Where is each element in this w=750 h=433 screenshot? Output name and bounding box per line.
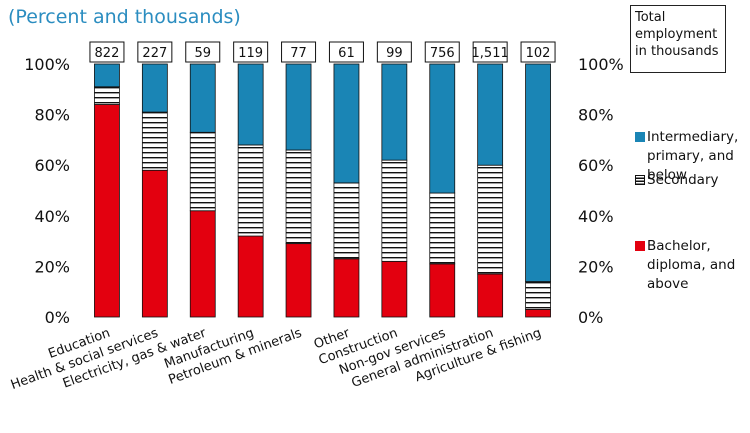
bar-secondary-9 (477, 164, 504, 275)
legend-item-intermediary: Intermediary, primary, and below (635, 128, 747, 185)
bar-secondary-3 (189, 131, 216, 212)
secondary-swatch (635, 175, 645, 185)
total-box-3 (185, 41, 221, 63)
bar-secondary-10 (525, 281, 551, 310)
total-box-6 (328, 41, 364, 63)
total-box-9 (472, 41, 508, 63)
bar-intermediary-7 (381, 63, 408, 161)
bar-intermediary-2 (141, 63, 168, 113)
bar-secondary-2 (141, 111, 168, 171)
total-label-6: 61 (338, 46, 355, 61)
total-label-7: 99 (386, 46, 403, 61)
y-tick-right-60%: 60% (578, 156, 614, 175)
bar-bachelor-4 (237, 235, 264, 318)
legend-label-bachelor: Bachelor, diploma, and above (647, 238, 736, 292)
bar-secondary-1 (94, 86, 120, 105)
total-employment-legend-box: Total employment in thousands (630, 5, 726, 73)
bar-bachelor-6 (333, 258, 360, 318)
bar-bachelor-5 (285, 243, 312, 318)
total-box-10 (520, 41, 556, 63)
bar-intermediary-6 (333, 63, 360, 184)
bar-bachelor-3 (189, 210, 216, 318)
bar-bachelor-1 (94, 104, 120, 318)
bar-intermediary-3 (189, 63, 216, 133)
total-box-1 (89, 41, 125, 63)
total-label-5: 77 (290, 46, 307, 61)
y-tick-right-80%: 80% (578, 106, 614, 125)
legend-item-bachelor: Bachelor, diploma, and above (635, 237, 747, 294)
y-tick-left-20%: 20% (34, 257, 70, 276)
total-label-9: 1,511 (472, 46, 509, 61)
bar-intermediary-9 (477, 63, 504, 166)
y-tick-left-0%: 0% (45, 308, 70, 327)
y-tick-right-0%: 0% (578, 308, 603, 327)
bar-intermediary-8 (429, 63, 456, 194)
legend-label-intermediary: Intermediary, primary, and below (647, 129, 739, 183)
total-box-2 (137, 41, 173, 63)
total-box-8 (424, 41, 460, 63)
chart-subtitle: (Percent and thousands) (8, 6, 241, 28)
total-label-8: 756 (430, 46, 455, 61)
bar-secondary-6 (333, 182, 360, 260)
bar-secondary-5 (285, 149, 312, 245)
bar-bachelor-2 (141, 169, 168, 318)
y-tick-right-40%: 40% (578, 207, 614, 226)
y-tick-right-100%: 100% (578, 55, 624, 74)
y-tick-left-40%: 40% (34, 207, 70, 226)
bar-intermediary-4 (237, 63, 264, 146)
y-tick-left-60%: 60% (34, 156, 70, 175)
bachelor-swatch (635, 241, 645, 251)
total-label-1: 822 (95, 46, 120, 61)
y-tick-right-20%: 20% (578, 257, 614, 276)
bar-secondary-4 (237, 144, 264, 237)
bar-intermediary-1 (94, 63, 120, 88)
legend-label-secondary: Secondary (647, 172, 719, 188)
y-tick-left-80%: 80% (34, 106, 70, 125)
total-box-5 (281, 41, 317, 63)
total-box-7 (376, 41, 412, 63)
intermediary-swatch (635, 132, 645, 142)
total-label-3: 59 (194, 46, 211, 61)
legend-item-secondary: Secondary (635, 171, 747, 190)
bar-bachelor-7 (381, 260, 408, 318)
total-label-4: 119 (238, 46, 263, 61)
bar-intermediary-10 (525, 63, 551, 282)
total-box-4 (233, 41, 269, 63)
bar-bachelor-8 (429, 263, 456, 318)
total-label-2: 227 (142, 46, 167, 61)
bar-intermediary-5 (285, 63, 312, 151)
y-tick-left-100%: 100% (24, 55, 70, 74)
bar-bachelor-10 (525, 309, 551, 318)
bar-secondary-7 (381, 159, 408, 262)
total-label-10: 102 (526, 46, 551, 61)
bar-bachelor-9 (477, 273, 504, 318)
bar-secondary-8 (429, 192, 456, 265)
